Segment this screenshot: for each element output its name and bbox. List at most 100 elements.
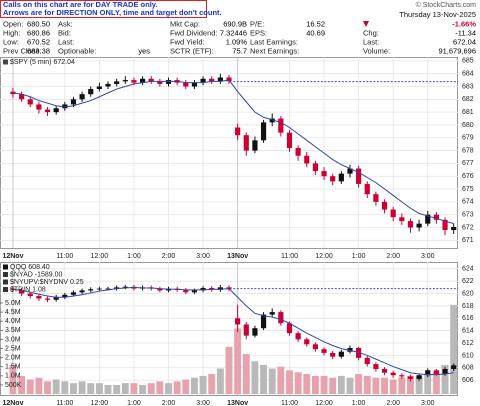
y-tick-label: 682 [462,96,474,103]
info-label: Open: [3,19,23,28]
info-label: Last: [363,37,379,46]
y-tick-label: 622 [462,278,474,285]
volume-bar [173,381,181,395]
y-tick-label: 624 [462,266,474,273]
info-label: Last Earnings: [250,37,298,46]
candle-body [79,94,85,100]
legend-label: $SPY (5 min) 672.04 [10,59,75,66]
info-value: 40.69 [306,28,325,37]
info-label: Prev Close: [3,46,42,55]
volume-bar [329,377,337,395]
volume-bar [415,375,423,395]
candle-body [183,82,189,87]
x-tick-label: 12:00 [91,400,109,406]
volume-bar [35,377,43,395]
volume-bar [286,370,293,395]
y-tick-label: 683 [462,83,474,90]
volume-bar [147,383,155,395]
info-value: -11.34 [455,28,476,37]
info-label: Chg: [363,28,379,37]
candle-body [433,370,439,374]
y-tick-label: 610 [462,352,474,359]
y-tick-label: 672 [462,224,474,231]
volume-bar [61,381,69,395]
candle-body [139,78,146,83]
volume-tick-label: 3.5M [5,327,21,334]
info-value: 1.09% [226,37,248,46]
volume-bar [234,328,242,395]
candle-body [235,127,241,136]
candle-body [183,289,189,293]
x-tick-label: 1:00 [352,253,366,260]
candle-body [243,324,249,336]
info-label: Fwd Dividend: [170,28,218,37]
candle-body [278,118,284,133]
x-tick-label: 12:00 [315,400,333,406]
volume-bar [26,379,34,395]
candle-body [312,344,319,350]
x-tick-label: 13Nov [227,253,248,260]
candle-body [226,77,232,82]
legend-swatch [3,287,8,292]
candle-body [381,369,388,373]
candle-body [36,296,42,299]
candle-body [235,318,241,325]
candle-body [157,81,163,84]
info-value: yes [138,46,150,55]
candle-body [269,312,275,315]
candle-body [209,78,215,82]
info-value: 690.9B [223,19,247,28]
volume-bar [268,368,276,395]
volume-tick-label: 1.0M [5,373,21,380]
candle-body [407,221,414,228]
y-tick-label: 684 [462,71,474,78]
info-label: Bid: [58,28,71,37]
candle-body [304,155,310,164]
volume-bar [398,377,406,395]
y-tick-label: 606 [462,377,474,384]
info-value: 91,679,696 [438,46,476,55]
candle-body [70,99,77,105]
candle-body [243,135,249,151]
candle-body [390,209,396,218]
candle-body [338,173,344,182]
volume-bar [277,366,285,395]
volume-bar [216,368,224,395]
y-tick-label: 608 [462,365,474,372]
candle-body [442,219,448,231]
candle-body [286,132,293,149]
candle-body [260,122,267,141]
moving-average [12,286,454,376]
candle-body [425,214,431,224]
candle-body [27,293,33,297]
info-label: Fwd Yield: [170,37,205,46]
info-label: EPS: [250,28,267,37]
volume-bar [355,374,363,395]
candle-body [44,109,51,113]
x-tick-label: 2:00 [386,253,400,260]
legend-swatch [3,59,8,65]
info-label: Last: [58,37,74,46]
candle-body [105,288,111,290]
legend-label: QQQ 608.40 [10,264,50,271]
candle-body [27,99,33,105]
volume-bar [156,381,164,395]
x-tick-label: 11:00 [281,253,298,260]
volume-bar [199,375,207,395]
volume-bar [346,377,354,395]
volume-bar [441,364,449,395]
volume-tick-label: 3.0M [5,336,21,343]
info-value: 16.52 [306,19,325,28]
x-tick-label: 13Nov [227,400,248,406]
candle-body [364,357,370,365]
y-tick-label: 671 [462,237,474,244]
y-tick-label: 616 [462,315,474,322]
info-label: P/E: [250,19,264,28]
info-label: High: [3,28,21,37]
legend-swatch [3,279,8,285]
y-tick-label: 674 [462,199,474,206]
y-tick-label: 678 [462,147,474,154]
candle-body [114,287,120,289]
candle-body [347,168,353,174]
candle-body [44,298,51,300]
